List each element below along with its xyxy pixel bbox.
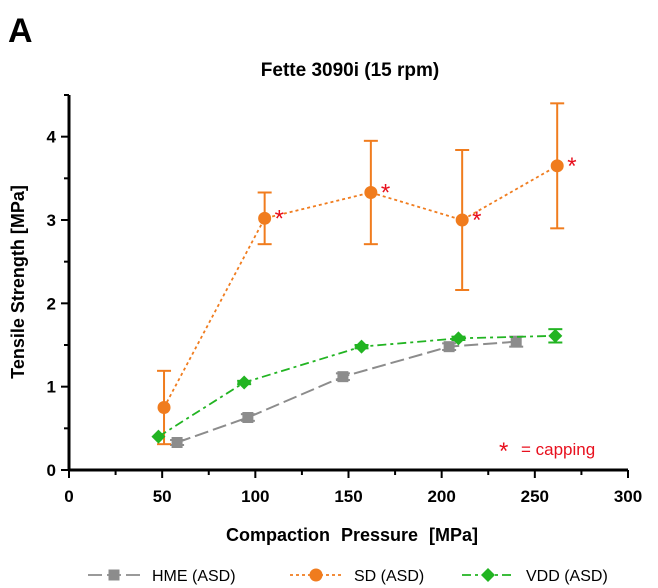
data-point — [455, 213, 469, 227]
data-point — [510, 336, 522, 348]
data-point — [237, 375, 252, 390]
capping-star: * — [381, 180, 390, 207]
series-hme-asd — [170, 335, 524, 448]
chart-title: Fette 3090i (15 rpm) — [261, 60, 439, 81]
capping-key-star: * — [499, 438, 508, 465]
legend-marker — [481, 568, 495, 582]
y-tick-label: 3 — [47, 211, 56, 230]
series-line — [157, 334, 556, 438]
panel-label: A — [8, 12, 33, 50]
capping-star: * — [472, 207, 481, 234]
data-point — [171, 437, 183, 448]
capping-star: * — [567, 153, 576, 180]
data-point — [548, 328, 563, 343]
y-tick-label: 2 — [47, 294, 56, 313]
legend-item: VDD (ASD) — [462, 568, 608, 585]
axes: 0 50 100 150 200 250 300 0 1 2 3 4 — [47, 94, 642, 506]
annotation-layer: * * * * * = capping — [275, 153, 596, 465]
legend-label: SD (ASD) — [354, 568, 424, 585]
data-point — [337, 371, 349, 383]
x-tick-label: 0 — [64, 487, 73, 506]
x-axis-label: Compaction Pressure [MPa] — [226, 525, 478, 545]
x-tick-label: 200 — [427, 487, 455, 506]
capping-key-label: = capping — [521, 440, 595, 459]
data-point — [151, 429, 166, 444]
legend-label: HME (ASD) — [152, 568, 236, 585]
series-vdd-asd — [151, 328, 563, 444]
x-tick-label: 50 — [153, 487, 172, 506]
data-point — [354, 339, 369, 354]
data-point — [550, 159, 564, 173]
legend-item: HME (ASD) — [88, 568, 236, 585]
data-point — [258, 211, 272, 225]
y-tick-label: 1 — [47, 378, 56, 397]
series-layer — [151, 102, 565, 448]
x-tick-label: 150 — [334, 487, 362, 506]
capping-star: * — [275, 205, 284, 232]
legend-marker — [309, 568, 323, 582]
legend-marker — [108, 569, 120, 581]
y-axis-label: Tensile Strength [MPa] — [8, 185, 28, 379]
data-point — [364, 186, 378, 199]
y-tick-label: 4 — [47, 128, 57, 147]
legend-item: SD (ASD) — [290, 568, 424, 585]
data-point — [451, 331, 466, 346]
legend-label: VDD (ASD) — [526, 568, 608, 585]
x-tick-label: 300 — [614, 487, 642, 506]
data-point — [242, 412, 254, 423]
x-tick-label: 250 — [521, 487, 549, 506]
legend: HME (ASD) SD (ASD) VDD (ASD) — [88, 568, 608, 585]
y-tick-label: 0 — [47, 461, 56, 480]
data-point — [157, 401, 171, 414]
data-point — [443, 341, 455, 353]
x-tick-label: 100 — [241, 487, 269, 506]
series-sd-asd — [157, 102, 565, 446]
